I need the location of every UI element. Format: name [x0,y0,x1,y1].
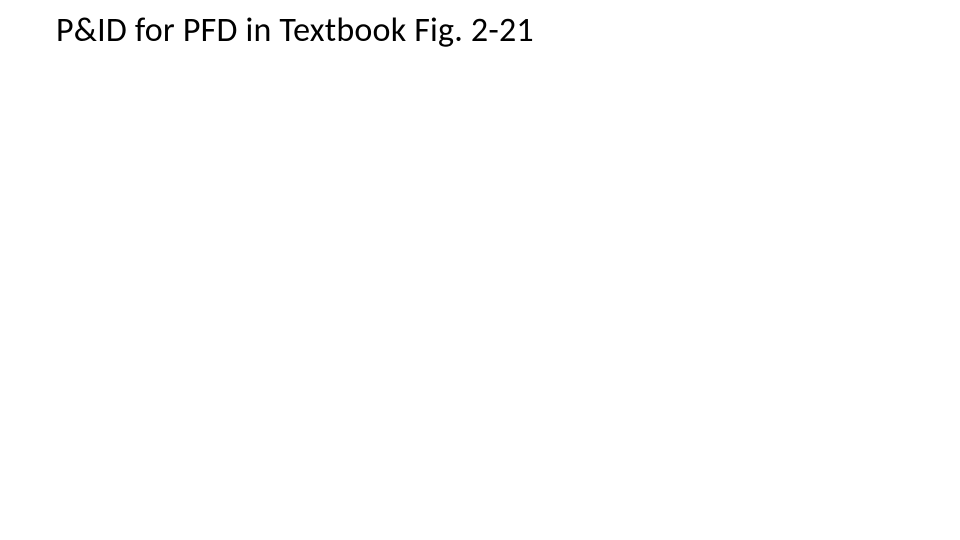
slide-title: P&ID for PFD in Textbook Fig. 2-21 [56,10,534,51]
